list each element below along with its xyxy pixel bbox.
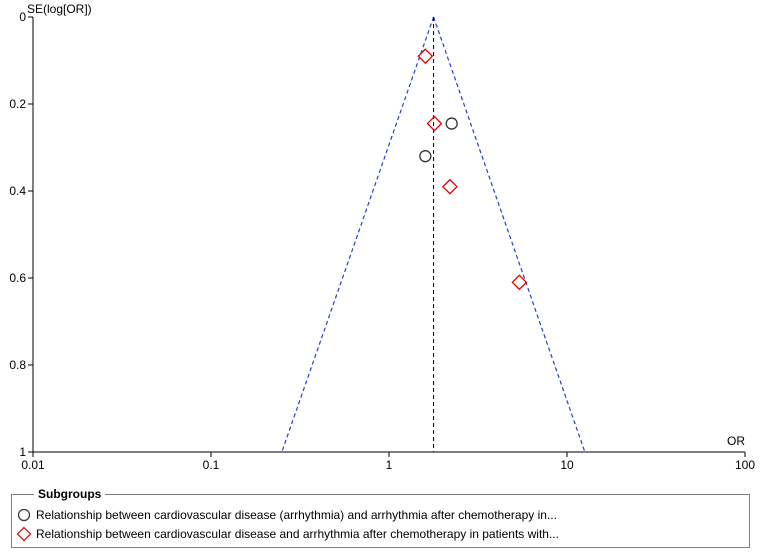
- funnel-lines: [281, 16, 586, 453]
- x-tick-label: 100: [735, 458, 755, 472]
- x-tick-label: 0.1: [203, 458, 220, 472]
- circle-marker-icon: [17, 508, 31, 522]
- x-axis-title: OR: [727, 434, 745, 448]
- x-tick-label: 0.01: [21, 458, 45, 472]
- legend-item-circle: Relationship between cardiovascular dise…: [16, 506, 557, 524]
- y-tick-label: 0.2: [9, 97, 26, 111]
- y-tick-label: 0.4: [9, 184, 26, 198]
- axes: 0.01 0.1 1 10 100 0 0.2 0.4 0.6 0.8 1: [9, 10, 755, 472]
- circle-point: [445, 117, 458, 130]
- legend-title: Subgroups: [34, 487, 106, 501]
- x-tick-label: 1: [386, 458, 393, 472]
- funnel-left-line: [281, 16, 435, 453]
- y-axis-title: SE(log[OR]): [27, 2, 92, 16]
- diamond-point: [426, 115, 443, 132]
- diamond-point: [442, 178, 458, 195]
- data-markers: [417, 48, 528, 291]
- y-tick-label: 0.6: [9, 271, 26, 285]
- y-tick-label: 1: [19, 445, 26, 459]
- y-tick-label: 0.8: [9, 358, 26, 372]
- x-tick-label: 10: [560, 458, 574, 472]
- y-tick-label: 0: [19, 10, 26, 24]
- legend: Subgroups Relationship between cardiovas…: [11, 487, 750, 548]
- circle-point: [419, 150, 432, 163]
- funnel-right-line: [433, 16, 586, 453]
- diamond-marker-icon: [16, 526, 32, 542]
- diamond-point: [511, 274, 528, 291]
- legend-label: Relationship between cardiovascular dise…: [36, 508, 557, 522]
- legend-item-diamond: Relationship between cardiovascular dise…: [16, 525, 559, 543]
- diamond-point: [417, 48, 434, 65]
- legend-label: Relationship between cardiovascular dise…: [36, 527, 559, 541]
